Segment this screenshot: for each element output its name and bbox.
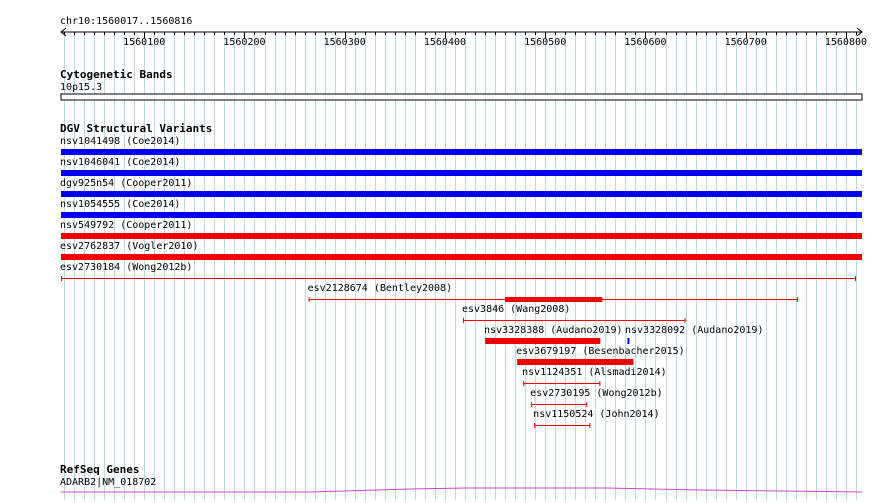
dgv-feature[interactable]: dgv925n54 (Cooper2011) [60,178,862,197]
dgv-feature-label: esv2762837 (Vogler2010) [60,241,198,252]
ruler-tick-label: 1560500 [524,37,566,48]
dgv-feature-label: nsv3328388 (Audano2019) [484,325,622,336]
cytoband-bar[interactable] [60,93,863,101]
dgv-feature[interactable]: nsv1046041 (Coe2014) [60,157,862,176]
dgv-feature[interactable]: nsv1054555 (Coe2014) [60,199,862,218]
dgv-feature-label: nsv1054555 (Coe2014) [60,199,180,210]
dgv-feature-bar[interactable] [627,338,630,344]
dgv-features[interactable]: nsv1041498 (Coe2014) nsv1046041 (Coe2014)… [60,136,862,428]
dgv-feature[interactable]: esv2730184 (Wong2012b) [60,262,856,281]
ruler-ticks: 1560100 1560200 1560300 1560400 1560500 15606… [64,32,867,48]
dgv-track[interactable]: DGV Structural Variants nsv1041498 (Coe2… [60,122,862,428]
refseq-track-title: RefSeq Genes [60,463,139,476]
ruler-tick-label: 1560300 [324,37,366,48]
ruler-tick-label: 1560400 [424,37,466,48]
dgv-feature-bar[interactable] [61,254,862,260]
dgv-feature-label: dgv925n54 (Cooper2011) [60,178,192,189]
dgv-feature[interactable]: nsv3328092 (Audano2019) [625,325,763,344]
dgv-feature-bar[interactable] [61,233,862,239]
dgv-feature-label: esv3846 (Wang2008) [462,304,570,315]
dgv-feature[interactable]: nsv3328388 (Audano2019) [484,325,623,344]
dgv-feature[interactable]: esv3846 (Wang2008) [462,304,686,323]
dgv-feature-bar[interactable] [517,359,634,365]
ruler-tick-label: 1560200 [223,37,265,48]
dgv-feature-core-bar[interactable] [505,297,603,302]
ruler-tick-label: 1560700 [725,37,767,48]
dgv-feature-label: nsv3328092 (Audano2019) [625,325,763,336]
dgv-feature-bar[interactable] [61,170,862,176]
refseq-gene-label: ADARB2|NM_018702 [60,477,156,488]
dgv-feature[interactable]: esv2730195 (Wong2012b) [530,388,663,407]
dgv-feature-label: nsv1046041 (Coe2014) [60,157,180,168]
dgv-feature-label: nsv1150524 (John2014) [533,409,659,420]
dgv-feature-bar[interactable] [61,191,862,197]
dgv-feature-bar[interactable] [61,149,862,155]
dgv-feature[interactable]: esv3679197 (Besenbacher2015) [516,346,685,365]
refseq-gene-intron-line[interactable] [61,487,863,493]
cytoband-label: 10p15.3 [60,82,102,93]
dgv-feature-label: nsv1124351 (Alsmadi2014) [522,367,667,378]
dgv-feature-bar[interactable] [61,212,862,218]
refseq-track[interactable]: RefSeq Genes ADARB2|NM_018702 [60,463,863,493]
ruler-tick-label: 1560100 [123,37,165,48]
dgv-feature[interactable]: esv2128674 (Bentley2008) [308,283,798,302]
dgv-feature-label: esv2730184 (Wong2012b) [60,262,192,273]
dgv-feature[interactable]: nsv1041498 (Coe2014) [60,136,862,155]
dgv-feature-label: nsv1041498 (Coe2014) [60,136,180,147]
ruler-track: chr10:1560017..1560816 1560100 1560200 156… [60,16,867,48]
ruler-tick-label: 1560600 [624,37,666,48]
dgv-feature[interactable]: nsv549792 (Cooper2011) [60,220,862,239]
dgv-feature-label: esv3679197 (Besenbacher2015) [516,346,685,357]
dgv-track-title: DGV Structural Variants [60,122,212,135]
ruler-tick-label: 1560800 [825,37,867,48]
dgv-feature-label: esv2730195 (Wong2012b) [530,388,662,399]
dgv-feature[interactable]: nsv1124351 (Alsmadi2014) [522,367,667,386]
cytoband-track-title: Cytogenetic Bands [60,68,173,81]
dgv-feature-bar[interactable] [485,338,601,344]
cytoband-track[interactable]: Cytogenetic Bands 10p15.3 [60,68,863,101]
dgv-feature[interactable]: esv2762837 (Vogler2010) [60,241,862,260]
grid-lines [64,33,857,500]
locus-label: chr10:1560017..1560816 [60,16,192,27]
dgv-feature-label: esv2128674 (Bentley2008) [308,283,453,294]
dgv-feature-label: nsv549792 (Cooper2011) [60,220,192,231]
ruler-right-arrow-icon [856,27,863,37]
dgv-feature[interactable]: nsv1150524 (John2014) [533,409,660,428]
